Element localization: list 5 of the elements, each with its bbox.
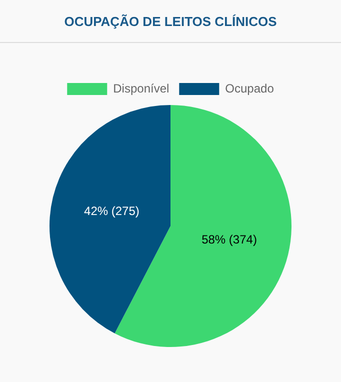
- chart-title: OCUPAÇÃO DE LEITOS CLÍNICOS: [0, 0, 341, 43]
- data-label: 42% (275): [84, 204, 140, 218]
- data-label: 58% (374): [202, 232, 257, 247]
- legend-label: Disponível: [113, 81, 170, 96]
- legend-label: Ocupado: [225, 81, 274, 96]
